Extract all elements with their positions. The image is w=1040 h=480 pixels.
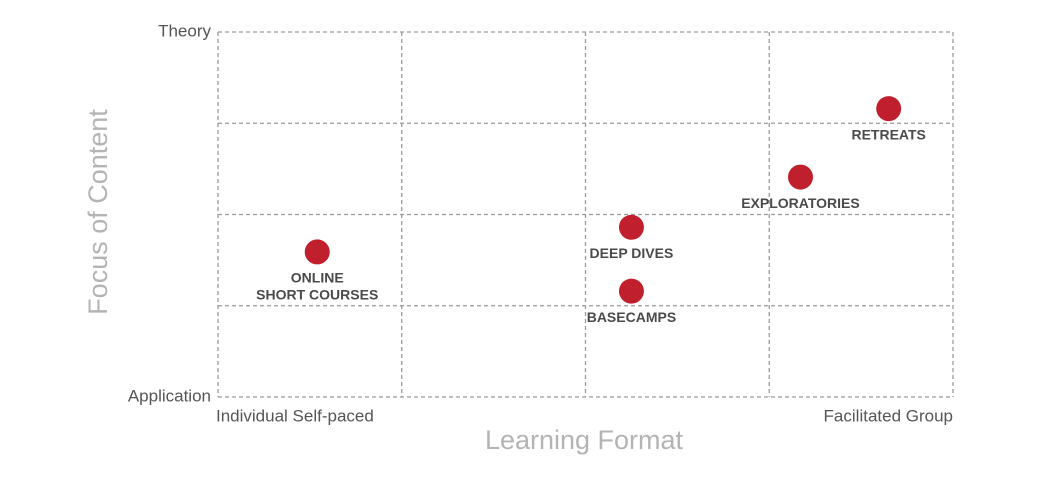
x-tick-label: Facilitated Group [824,406,953,425]
y-tick-label: Application [128,386,211,405]
y-axis-title: Focus of Content [83,109,113,315]
point [618,278,644,304]
point-label: RETREATS [851,126,925,142]
point [787,164,813,190]
x-axis-title: Learning Format [485,425,684,455]
point-label: EXPLORATORIES [741,195,860,211]
x-tick-label: Individual Self-paced [216,406,374,425]
point [618,214,644,240]
point [304,239,330,265]
point [876,96,902,122]
y-tick-label: Theory [158,21,211,40]
point-label: DEEP DIVES [590,245,674,261]
point-label: SHORT COURSES [256,287,378,303]
point-label: ONLINE [291,270,344,286]
point-label: BASECAMPS [587,309,676,325]
